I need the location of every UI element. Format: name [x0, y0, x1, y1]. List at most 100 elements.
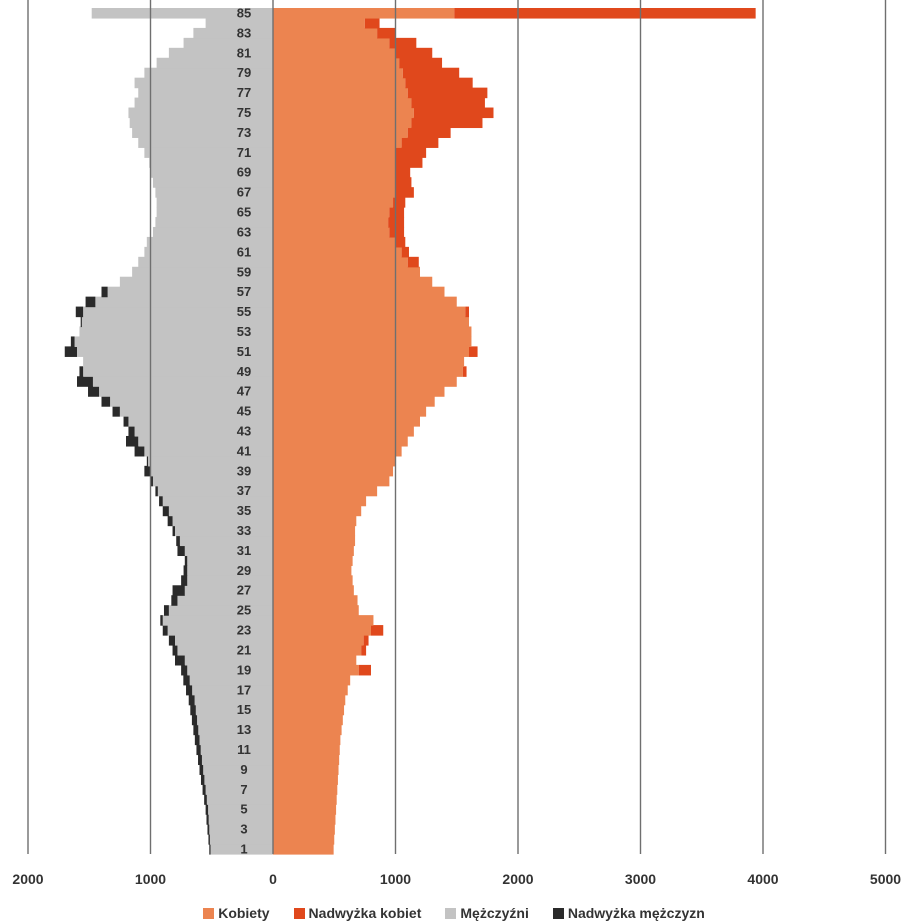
- bar-women-age-71: [273, 147, 396, 158]
- bar-women-surplus-age-84: [364, 17, 380, 29]
- bar-women-age-6: [273, 794, 337, 805]
- bar-women-surplus-age-63: [389, 226, 405, 238]
- bar-women-surplus-age-76: [411, 97, 485, 109]
- bar-women-age-4: [273, 814, 336, 825]
- y-tick-label-23: 23: [237, 623, 251, 638]
- y-tick-label-31: 31: [237, 543, 251, 558]
- legend-swatch-nadwyzka-mezczyzn: [552, 907, 564, 919]
- bar-men-surplus-age-52: [70, 336, 75, 347]
- bar-men-surplus-age-2: [208, 834, 210, 845]
- bar-women-age-54: [273, 316, 469, 328]
- bar-men-surplus-age-31: [177, 545, 185, 557]
- bar-men-age-12: [199, 734, 273, 746]
- bar-men-age-28: [187, 575, 273, 586]
- bar-men-age-85: [91, 8, 273, 19]
- bar-men-surplus-age-29: [183, 565, 188, 576]
- bar-men-surplus-age-1: [209, 844, 211, 855]
- bar-women-age-23: [273, 625, 371, 636]
- bar-men-age-48: [92, 376, 273, 387]
- bar-women-age-70: [273, 157, 396, 168]
- y-tick-label-35: 35: [237, 503, 251, 518]
- bar-men-age-64: [155, 217, 273, 228]
- bar-men-surplus-age-51: [64, 346, 77, 357]
- bar-men-age-56: [95, 296, 273, 308]
- population-pyramid-chart: 1357911131517192123252729313335373941434…: [12, 0, 901, 887]
- bar-men-age-39: [150, 465, 273, 477]
- bar-women-age-84: [273, 17, 365, 29]
- bar-men-age-24: [162, 615, 273, 626]
- x-tick-label-7: 5000: [870, 871, 901, 887]
- y-tick-label-61: 61: [237, 244, 251, 259]
- bar-women-surplus-age-72: [401, 137, 439, 148]
- y-tick-label-1: 1: [240, 842, 247, 857]
- y-tick-label-49: 49: [237, 364, 251, 379]
- legend-label-kobiety: Kobiety: [218, 905, 270, 921]
- bar-men-age-16: [194, 694, 273, 706]
- bar-women-age-46: [273, 396, 435, 407]
- y-tick-label-83: 83: [237, 25, 251, 40]
- bar-men-age-51: [77, 346, 273, 357]
- bar-women-age-50: [273, 356, 465, 367]
- bar-men-surplus-age-37: [155, 485, 158, 497]
- bar-men-age-45: [119, 406, 273, 417]
- bar-women-surplus-age-49: [462, 366, 467, 377]
- bar-women-age-13: [273, 724, 342, 736]
- bar-men-age-10: [201, 754, 273, 766]
- bar-women-age-49: [273, 366, 463, 377]
- bar-women-surplus-age-85: [454, 8, 756, 19]
- bar-men-surplus-age-11: [196, 744, 201, 756]
- bar-men-age-17: [192, 684, 273, 696]
- bar-women-surplus-age-23: [371, 625, 384, 636]
- legend-swatch-kobiety: [203, 907, 215, 919]
- bar-men-age-27: [184, 585, 273, 596]
- legend-label-mezczyzni: Mężczyźni: [460, 905, 529, 921]
- bar-men-surplus-age-15: [190, 704, 196, 716]
- bar-women-age-69: [273, 167, 396, 178]
- bar-men-surplus-age-8: [200, 774, 205, 785]
- bar-men-surplus-age-48: [77, 376, 93, 387]
- bar-women-age-83: [273, 27, 378, 39]
- bar-men-age-58: [119, 276, 273, 288]
- bar-women-age-9: [273, 764, 339, 775]
- bar-women-surplus-age-74: [411, 117, 483, 129]
- bar-men-surplus-age-38: [150, 475, 153, 487]
- bar-men-age-44: [128, 416, 273, 427]
- bar-men-age-53: [79, 326, 273, 338]
- y-tick-label-81: 81: [237, 45, 251, 60]
- bar-women-age-67: [273, 187, 396, 198]
- y-tick-label-5: 5: [240, 802, 247, 817]
- bar-men-age-47: [99, 386, 273, 397]
- y-tick-label-67: 67: [237, 185, 251, 200]
- bar-men-age-11: [200, 744, 273, 756]
- bar-men-surplus-age-25: [163, 605, 169, 616]
- bar-men-age-1: [210, 844, 273, 855]
- bar-women-age-38: [273, 475, 390, 487]
- bar-women-age-78: [273, 77, 406, 89]
- bar-men-age-15: [195, 704, 273, 716]
- bar-men-surplus-age-10: [198, 754, 202, 766]
- bar-men-age-42: [138, 435, 273, 447]
- bar-men-age-77: [138, 87, 273, 99]
- bar-women-age-21: [273, 644, 362, 656]
- bar-women-age-17: [273, 684, 348, 696]
- bar-men-age-66: [156, 197, 273, 208]
- legend-item-mezczyzni: Mężczyźni: [445, 905, 529, 921]
- x-tick-label-6: 4000: [747, 871, 778, 887]
- y-tick-label-53: 53: [237, 324, 251, 339]
- bar-men-surplus-age-5: [205, 804, 209, 815]
- legend-item-kobiety: Kobiety: [203, 905, 270, 921]
- bar-men-age-2: [209, 834, 273, 845]
- bar-men-surplus-age-4: [206, 814, 209, 825]
- bar-women-age-1: [273, 844, 334, 855]
- bar-women-age-44: [273, 416, 420, 427]
- bar-men-age-76: [134, 97, 273, 109]
- bar-women-age-72: [273, 137, 402, 148]
- bar-women-age-5: [273, 804, 337, 815]
- bar-women-age-20: [273, 654, 357, 666]
- bar-men-age-55: [83, 306, 273, 318]
- bar-men-surplus-age-18: [183, 674, 190, 686]
- bar-men-age-36: [162, 495, 273, 507]
- bar-women-age-68: [273, 177, 396, 188]
- bar-women-age-77: [273, 87, 408, 99]
- y-tick-label-47: 47: [237, 384, 251, 399]
